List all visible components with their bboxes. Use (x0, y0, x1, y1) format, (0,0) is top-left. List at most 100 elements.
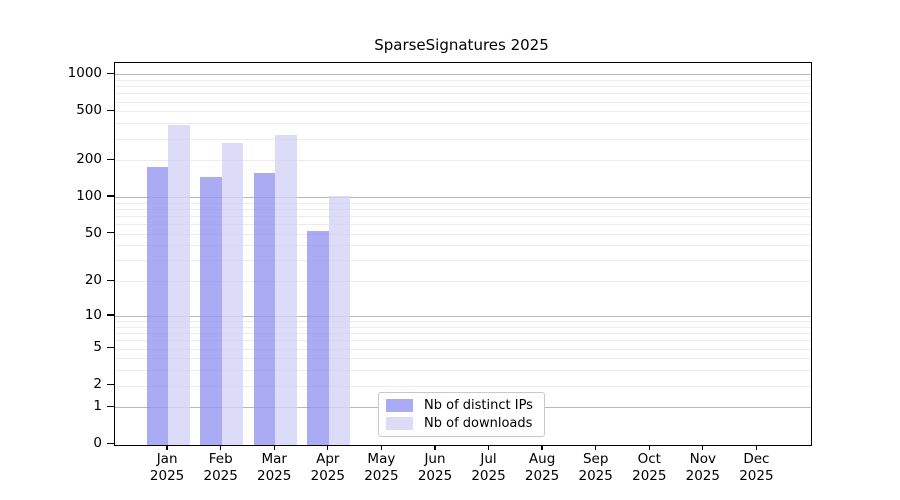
y-gridline-minor (114, 321, 811, 323)
y-tick-mark (107, 72, 114, 74)
x-tick-month: Jun (424, 451, 446, 467)
y-gridline-major (114, 197, 811, 199)
y-gridline-minor (114, 233, 811, 235)
y-tick-mark (107, 405, 114, 407)
x-tick-mark (648, 445, 650, 450)
x-tick-month: Jan (156, 451, 178, 467)
x-tick-label: Aug 2025 (510, 451, 574, 484)
y-tick-mark (107, 195, 114, 197)
x-tick-month: May (367, 451, 396, 467)
x-tick-label: Jul 2025 (457, 451, 521, 484)
x-tick-mark (487, 445, 490, 450)
y-gridline-major (114, 316, 811, 317)
x-tick-label: Mar 2025 (242, 451, 306, 484)
x-tick-label: May 2025 (349, 451, 413, 484)
y-gridline-minor (114, 245, 811, 247)
x-tick-label: Jun 2025 (403, 451, 467, 484)
y-tick-mark (107, 314, 114, 316)
x-tick-year: 2025 (471, 467, 506, 484)
bar-distinct-ips (200, 177, 222, 445)
x-tick-month: Nov (689, 451, 716, 467)
y-gridline-minor (114, 160, 811, 162)
x-tick-mark (220, 445, 222, 450)
legend-entry-label: Nb of distinct IPs (424, 397, 533, 413)
bar-downloads (221, 142, 244, 445)
legend-swatch-icon (386, 398, 413, 412)
x-tick-mark (595, 445, 597, 450)
x-tick-mark (327, 445, 329, 450)
y-gridline-minor (114, 208, 811, 210)
y-gridline-minor (114, 333, 811, 334)
x-tick-mark (166, 445, 168, 450)
x-tick-label: Apr 2025 (296, 451, 360, 484)
x-tick-mark (434, 445, 436, 450)
y-tick-label: 100 (76, 187, 102, 204)
y-tick-mark (107, 279, 114, 281)
legend-entry-label: Nb of downloads (424, 416, 533, 432)
x-tick-year: 2025 (739, 467, 774, 484)
y-gridline-minor (114, 326, 811, 328)
x-tick-month: Jul (480, 451, 497, 467)
x-tick-label: Jan 2025 (135, 451, 199, 484)
y-gridline-minor (114, 385, 811, 387)
y-gridline-minor (114, 202, 811, 204)
x-tick-year: 2025 (149, 467, 185, 484)
y-gridline-minor (114, 260, 811, 262)
y-gridline-minor (114, 93, 811, 95)
x-tick-month: Sep (582, 451, 609, 467)
y-gridline-minor (114, 101, 811, 103)
plot-area (113, 61, 812, 446)
bar-distinct-ips (307, 230, 329, 445)
x-tick-year: 2025 (203, 467, 238, 484)
bar-downloads (168, 124, 190, 445)
y-tick-label: 10 (84, 306, 102, 323)
x-tick-label: Sep 2025 (564, 451, 628, 484)
x-tick-month: Apr (316, 451, 340, 467)
x-tick-mark (702, 445, 704, 450)
y-gridline-minor (114, 138, 811, 140)
y-gridline-minor (114, 86, 811, 88)
y-tick-label: 1 (93, 398, 102, 415)
x-tick-year: 2025 (310, 467, 345, 484)
y-gridline-minor (114, 348, 811, 350)
x-tick-month: Aug (528, 451, 556, 467)
y-gridline-minor (114, 358, 811, 360)
y-gridline-minor (114, 79, 811, 81)
x-tick-mark (380, 445, 383, 450)
y-tick-label: 20 (84, 272, 102, 288)
legend-entry: Nb of distinct IPs (386, 398, 536, 413)
x-tick-month: Feb (208, 451, 233, 467)
y-tick-label: 2 (93, 376, 102, 393)
y-tick-mark (107, 442, 114, 445)
x-tick-month: Oct (637, 451, 661, 467)
y-tick-mark (107, 109, 114, 111)
y-tick-mark (107, 346, 114, 349)
x-tick-label: Oct 2025 (617, 451, 681, 484)
x-tick-year: 2025 (364, 467, 399, 484)
x-tick-month: Mar (261, 451, 287, 467)
y-gridline-minor (114, 216, 811, 217)
y-tick-mark (107, 383, 114, 386)
y-gridline-minor (114, 123, 811, 125)
y-tick-label: 1000 (67, 64, 102, 81)
y-gridline-minor (114, 111, 811, 113)
y-tick-mark (107, 232, 114, 234)
y-gridline-minor (114, 224, 811, 226)
x-tick-year: 2025 (578, 467, 613, 484)
y-gridline-minor (114, 281, 811, 283)
x-tick-month: Dec (743, 451, 770, 467)
y-tick-label: 500 (76, 102, 102, 118)
bar-distinct-ips (253, 173, 276, 445)
y-gridline-major (114, 74, 811, 76)
y-gridline-minor (114, 340, 811, 342)
y-tick-label: 200 (76, 151, 102, 167)
x-tick-mark (755, 445, 758, 450)
x-tick-year: 2025 (417, 467, 453, 484)
chart-title: SparseSignatures 2025 (374, 36, 549, 54)
y-tick-label: 0 (93, 435, 102, 452)
x-tick-year: 2025 (685, 467, 720, 484)
legend-swatch-icon (386, 417, 413, 431)
x-tick-label: Feb 2025 (189, 451, 253, 484)
y-tick-mark (107, 158, 114, 160)
